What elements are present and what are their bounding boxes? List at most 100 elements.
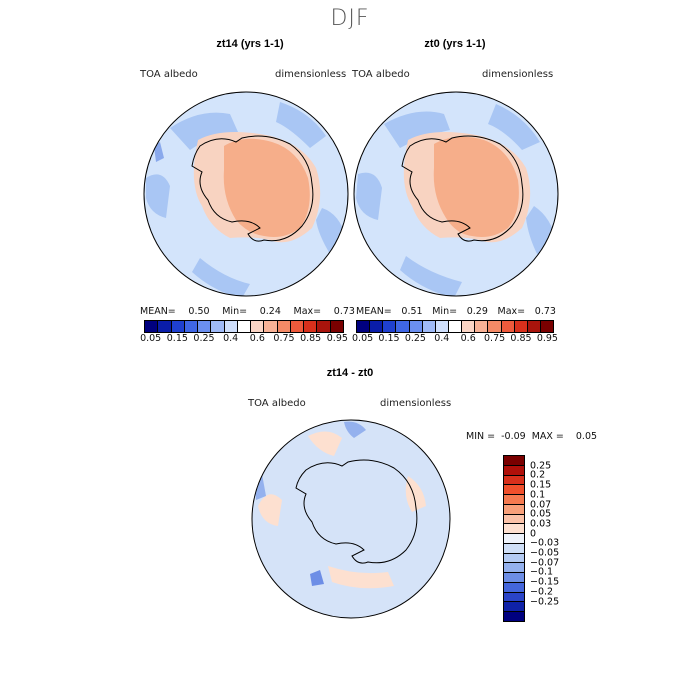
- colorbar-tick-label: 0.25: [404, 333, 426, 344]
- contour-region: [488, 104, 540, 150]
- contour-region: [276, 102, 326, 148]
- colorbar-ticks: 0.05 0.15 0.25 0.4 0.6 0.75 0.85 0.95: [140, 333, 348, 345]
- colorbar-tick-label: 0.03: [530, 518, 552, 530]
- colorbar-swatch: [504, 612, 524, 622]
- page-title: DJF: [330, 6, 370, 31]
- colorbar-swatch: [317, 321, 331, 332]
- colorbar-zt14: 0.05 0.15 0.25 0.4 0.6 0.75 0.85 0.95: [140, 320, 348, 345]
- coastline: [191, 135, 314, 242]
- colorbar-tick-label: −0.07: [530, 557, 560, 569]
- colorbar-swatch: [504, 592, 524, 603]
- mean-value: 0.51: [401, 306, 423, 317]
- colorbar-swatch: [488, 321, 502, 332]
- polar-map-zt14: [143, 91, 349, 297]
- colorbar-tick-label: −0.2: [530, 586, 554, 598]
- colorbar-swatch: [504, 573, 524, 583]
- min-value: -0.09: [501, 431, 526, 442]
- contour-region: [170, 112, 238, 150]
- colorbar-swatch: [504, 465, 524, 476]
- variable-label: TOA albedo: [352, 69, 410, 80]
- contour-region: [328, 566, 394, 589]
- colorbar-swatch: [264, 321, 278, 332]
- colorbar-swatch: [462, 321, 476, 332]
- colorbar-tick-label: 0.85: [300, 333, 322, 344]
- colorbar-tick-label: 0.4: [223, 333, 239, 344]
- min-value: 0.24: [259, 306, 281, 317]
- colorbar-swatch: [448, 321, 463, 332]
- stats-row-zt0: MEAN= 0.51 Min= 0.29 Max= 0.73: [356, 306, 556, 317]
- colorbar-swatch: [504, 504, 524, 515]
- colorbar-swatch: [504, 582, 524, 593]
- units-label: dimensionless: [482, 69, 554, 80]
- colorbar-swatch: [527, 321, 541, 332]
- colorbar-swatch: [409, 321, 423, 332]
- colorbar-tick-label: 0.15: [378, 333, 400, 344]
- mean-label: MEAN=: [356, 306, 392, 317]
- colorbar-swatch: [504, 543, 524, 554]
- contour-region: [356, 172, 382, 220]
- colorbar-zt0: 0.05 0.15 0.25 0.4 0.6 0.75 0.85 0.95: [352, 320, 558, 345]
- colorbar-swatch: [184, 321, 199, 332]
- contour-region: [258, 494, 282, 526]
- colorbar-swatch: [357, 321, 371, 332]
- colorbar-tick-label: −0.25: [530, 596, 560, 608]
- colorbar-tick-label: 0.95: [536, 333, 558, 344]
- panel-title-zt14: zt14 (yrs 1-1): [216, 38, 284, 50]
- coastline: [401, 135, 524, 242]
- min-label: Min=: [222, 306, 248, 317]
- colorbar-tick-label: 0.6: [460, 333, 476, 344]
- colorbar-tick-label: 0.05: [530, 508, 552, 520]
- colorbar-tick-label: 0.75: [484, 333, 506, 344]
- polar-map-diff: [251, 419, 451, 619]
- diff-stats-row: MIN = -0.09 MAX = 0.05: [466, 431, 597, 442]
- colorbar-swatch: [504, 563, 524, 574]
- contour-region: [344, 421, 366, 438]
- variable-label: TOA albedo: [248, 398, 306, 409]
- colorbar-tick-label: 0.07: [530, 499, 552, 511]
- min-label: MIN =: [466, 431, 496, 442]
- colorbar-swatch: [290, 321, 305, 332]
- panel-title-zt0: zt0 (yrs 1-1): [424, 38, 486, 50]
- max-label: Max=: [293, 306, 322, 317]
- colorbar-swatch: [396, 321, 410, 332]
- min-value: 0.29: [466, 306, 488, 317]
- units-label: dimensionless: [380, 398, 452, 409]
- contour-region: [310, 570, 324, 586]
- colorbar-swatch: [277, 321, 291, 332]
- colorbar-swatch: [171, 321, 185, 332]
- coastline: [295, 459, 418, 564]
- mean-value: 0.50: [188, 306, 210, 317]
- colorbar-tick-label: 0.2: [530, 469, 546, 481]
- colorbar-diff: [503, 455, 525, 622]
- variable-label: TOA albedo: [140, 69, 198, 80]
- contour-region: [308, 431, 342, 456]
- colorbar-tick-label: −0.1: [530, 566, 554, 578]
- colorbar-tick-label: 0.85: [510, 333, 532, 344]
- colorbar-swatch: [330, 321, 343, 332]
- colorbar-swatch: [251, 321, 265, 332]
- colorbar-swatch: [504, 553, 524, 564]
- max-value: 0.73: [333, 306, 355, 317]
- colorbar-swatch: [198, 321, 212, 332]
- colorbar-swatch: [504, 524, 524, 535]
- colorbar-swatch: [504, 602, 524, 613]
- colorbar-tick-label: 0.1: [530, 489, 546, 501]
- colorbar-swatch: [504, 475, 524, 486]
- colorbar-swatch: [422, 321, 436, 332]
- antarctica-plateau: [223, 138, 310, 237]
- colorbar-tick-label: 0.6: [249, 333, 265, 344]
- colorbar-tick-label: −0.15: [530, 576, 560, 588]
- colorbar-tick-label: 0.25: [193, 333, 215, 344]
- colorbar-tick-label: 0.4: [434, 333, 450, 344]
- max-value: 0.73: [534, 306, 556, 317]
- max-label: Max=: [497, 306, 526, 317]
- antarctica-plateau: [433, 136, 519, 237]
- colorbar-swatch: [475, 321, 489, 332]
- contour-region: [400, 256, 462, 296]
- colorbar-tick-label: 0.05: [352, 333, 374, 344]
- colorbar-swatch: [224, 321, 238, 332]
- units-label: dimensionless: [275, 69, 347, 80]
- colorbar-swatches: [503, 455, 525, 622]
- colorbar-swatch: [540, 321, 554, 332]
- max-label: MAX =: [531, 431, 564, 442]
